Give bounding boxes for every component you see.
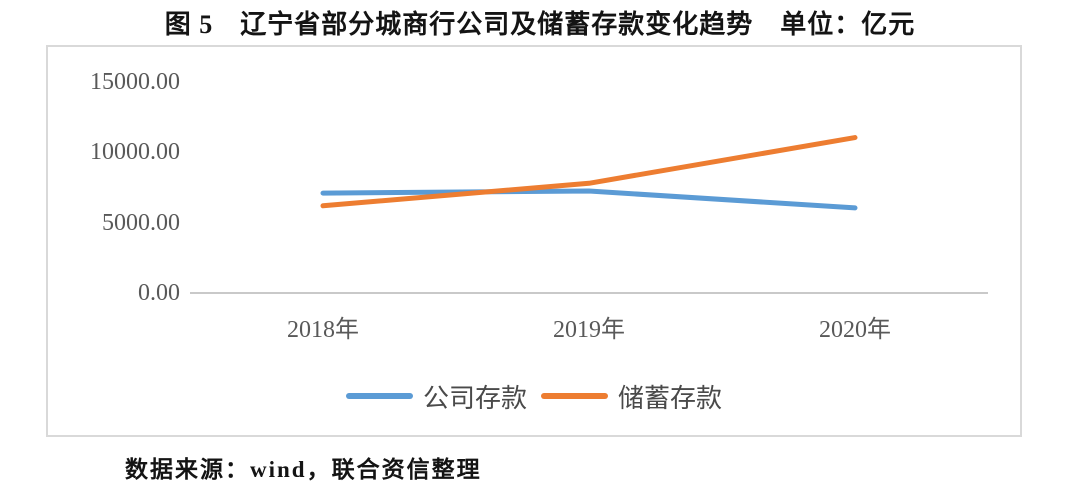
- source-note: 数据来源：wind，联合资信整理: [125, 457, 482, 482]
- y-axis-tick-label: 5000.00: [102, 209, 180, 236]
- x-axis-tick-label: 2019年: [553, 317, 625, 343]
- legend-line-swatch: [541, 393, 608, 399]
- legend-line-swatch: [345, 393, 413, 399]
- line-series-0: [320, 188, 858, 211]
- legend-label: 公司存款: [422, 383, 527, 413]
- legend-label: 储蓄存款: [618, 383, 723, 413]
- line-series-1: [320, 135, 858, 209]
- chart-area: 0.00 5000.00 10000.00 15000.00 2018年 2019年 20…: [46, 45, 1022, 437]
- x-axis-tick-label: 2020年: [819, 317, 891, 343]
- y-axis-tick-label: 15000.00: [90, 69, 180, 95]
- legend-item-1: 储蓄存款: [541, 378, 722, 415]
- figure-title: 图 5 辽宁省部分城商行公司及储蓄存款变化趋势 单位：亿元: [164, 10, 916, 39]
- legend-item-0: 公司存款: [345, 378, 527, 415]
- legend: 公司存款 储蓄存款: [48, 379, 1020, 413]
- x-axis-tick-label: 2018年: [287, 317, 359, 343]
- y-axis-tick-label: 0.00: [138, 280, 180, 306]
- plot-canvas: [190, 135, 988, 294]
- y-axis-tick-label: 10000.00: [90, 139, 180, 166]
